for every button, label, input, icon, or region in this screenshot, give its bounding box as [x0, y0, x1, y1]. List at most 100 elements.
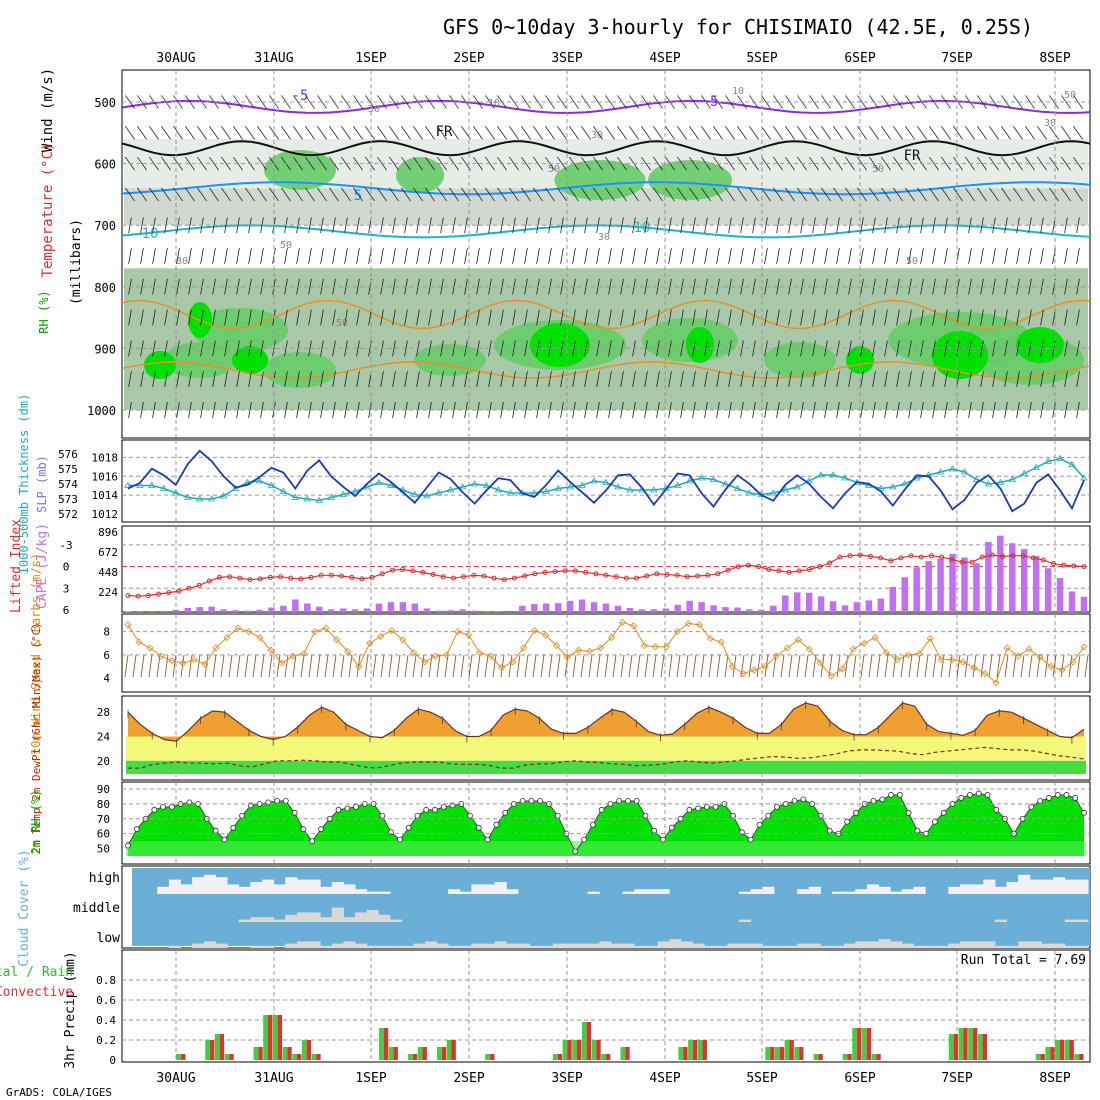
precip-bar-total — [311, 1054, 317, 1060]
wind-barb — [329, 187, 339, 202]
rh2m-point — [853, 809, 859, 816]
rh2m-point — [1028, 803, 1035, 810]
wind-barb — [632, 371, 636, 388]
precip-bar-convective — [258, 1047, 263, 1060]
cape-bar — [961, 557, 968, 612]
wind-barb — [941, 126, 951, 140]
wind-barb — [521, 95, 531, 109]
rh-blob — [414, 344, 486, 376]
cloud-bar-low — [1053, 943, 1066, 948]
cloud-bar-high — [587, 891, 600, 894]
wind-barb — [800, 309, 804, 326]
wind-barb — [413, 126, 423, 140]
pressure-tick-label: 1000 — [87, 404, 116, 418]
cape-bar — [1009, 543, 1016, 612]
wind-speed-point — [915, 650, 923, 658]
precip-bar-total — [958, 1028, 964, 1060]
wind-barb — [608, 402, 612, 418]
cape-bar — [805, 592, 813, 612]
wind-barb — [224, 278, 228, 295]
rh-contour-label: 30 — [368, 104, 380, 115]
isotherm-label: -5 — [292, 88, 309, 104]
wind-barb — [356, 309, 360, 326]
cape-bar — [351, 609, 359, 612]
wind-speed-point — [959, 658, 967, 666]
cloud-panel: high middle low Cloud Cover (%) — [17, 849, 1091, 967]
lifted-index-point — [735, 564, 741, 570]
lifted-index-point — [1010, 553, 1016, 559]
wind-barb — [821, 156, 831, 171]
thickness-point — [434, 489, 443, 496]
wind-speed-point — [937, 656, 945, 664]
cape-bar — [280, 605, 287, 612]
wind-barb-10m — [172, 654, 177, 678]
wind-barb — [356, 248, 360, 264]
wind-barb — [512, 248, 516, 264]
lifted-index-point — [308, 574, 314, 580]
wind-barb — [824, 278, 828, 295]
wind-barb — [404, 278, 408, 295]
rh2m-point — [572, 848, 579, 855]
lifted-index-point — [1081, 564, 1087, 570]
wind-speed-point — [1025, 645, 1033, 653]
cloud-bar-middle — [285, 914, 298, 922]
wind-speed-point — [816, 659, 824, 667]
cape-bar — [244, 610, 251, 612]
precip-bar-convective — [953, 1034, 958, 1060]
wind-barb — [500, 371, 504, 388]
wind10m-panel-frame — [121, 613, 1091, 693]
wind-speed-point — [992, 679, 1000, 687]
wind-speed-point — [487, 652, 495, 660]
pressure-tick-label: 500 — [94, 96, 116, 110]
ylabel-wind10m: 10m Wind Speed & Barbs (m/s) — [29, 553, 43, 755]
wind-barb — [356, 371, 360, 388]
wind-barb — [785, 126, 795, 140]
cape-bar — [877, 598, 885, 612]
wind-barb — [857, 187, 867, 202]
slp-line — [127, 449, 1085, 513]
cloud-bar-low — [773, 945, 787, 948]
wind-barb-10m — [908, 654, 913, 678]
rh-contour-label: 10 — [732, 86, 744, 97]
wind-barb — [521, 156, 531, 171]
precip-bar-total — [205, 1040, 211, 1060]
wind-barb — [761, 126, 771, 140]
precip-bar-total — [678, 1047, 684, 1060]
lifted-index-point — [572, 568, 578, 574]
rh2m-point — [1063, 792, 1070, 798]
precip-bar-total — [968, 1028, 973, 1060]
wind-speed-point — [212, 644, 220, 652]
wind-speed-point — [651, 643, 659, 651]
wind-speed-point — [278, 659, 286, 667]
wind-barb — [977, 156, 987, 171]
wind-barb — [488, 278, 492, 295]
cape-bar — [865, 600, 873, 612]
wind-barb — [149, 126, 159, 140]
wind-barb — [296, 309, 300, 326]
wind-barb-10m — [644, 654, 649, 678]
wind-barb — [545, 187, 555, 202]
ylabel-lifted-index: Lifted Index — [9, 519, 24, 613]
cape-bar — [483, 611, 490, 612]
wind-barb — [692, 217, 696, 234]
wind-barb — [932, 371, 936, 388]
wind-speed-point — [432, 652, 440, 660]
wind-barb — [944, 340, 948, 357]
wind-barb — [644, 278, 648, 295]
precip-bar-total — [552, 1054, 558, 1060]
lifted-index-point — [928, 553, 934, 559]
rh2m-point — [528, 797, 535, 804]
cape-bar — [339, 608, 347, 612]
rh2m-panel: 90 80 70 60 50 2m RH (%) — [29, 781, 1091, 865]
wind-speed-point — [366, 639, 374, 647]
rh2m-tick-label: 90 — [97, 783, 110, 796]
wind-speed-point — [728, 662, 736, 671]
precip-bar-convective — [277, 1015, 283, 1060]
thickness-point — [148, 481, 156, 488]
wind-barb — [992, 217, 996, 234]
wind-barb — [737, 126, 747, 140]
wind-barb — [608, 217, 612, 234]
thickness-tick-label: 576 — [58, 448, 78, 461]
wind-barb — [812, 402, 816, 418]
wind-barb — [605, 187, 615, 202]
